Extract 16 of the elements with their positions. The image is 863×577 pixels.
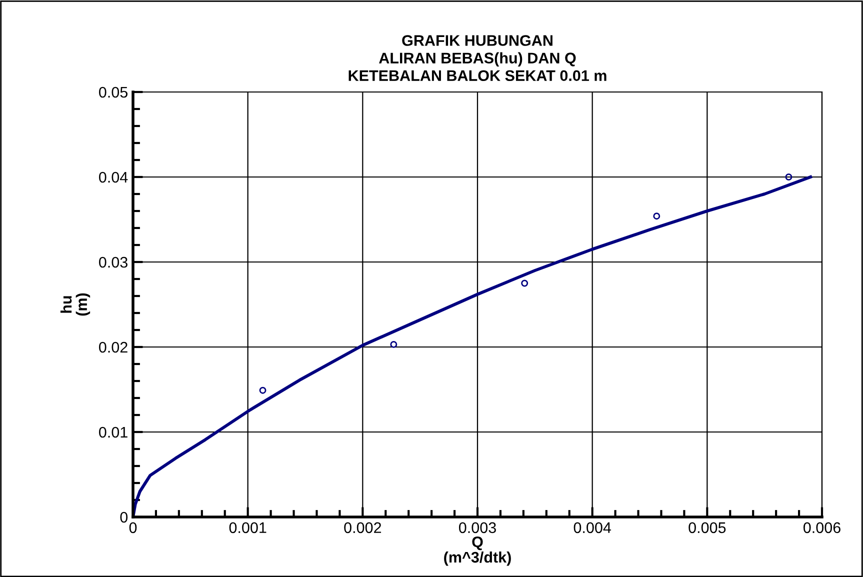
x-tick-label: 0.004 — [574, 522, 612, 534]
y-tick-label: 0.01 — [99, 426, 128, 438]
x-tick-label: 0.005 — [688, 522, 726, 534]
x-tick-label: 0.001 — [229, 522, 266, 534]
x-tick-label: 0.002 — [344, 522, 382, 534]
x-axis-title: Q (m^3/dtk) — [444, 536, 511, 566]
chart-title: GRAFIK HUBUNGAN ALIRAN BEBAS(hu) DAN Q KETEBALAN BALOK SEKAT 0.01 m — [348, 35, 606, 82]
y-tick-label: 0.04 — [99, 172, 128, 183]
y-tick-label: 0.03 — [99, 256, 128, 268]
x-tick-label: 0.006 — [803, 522, 840, 534]
x-tick-label: 0.003 — [458, 522, 496, 534]
y-tick-label: 0.02 — [99, 342, 128, 353]
x-tick-label: 0 — [129, 522, 137, 534]
y-axis-title: hu (m) — [60, 293, 90, 316]
y-tick-label: 0 — [120, 512, 128, 523]
y-tick-label: 0.05 — [99, 86, 128, 98]
